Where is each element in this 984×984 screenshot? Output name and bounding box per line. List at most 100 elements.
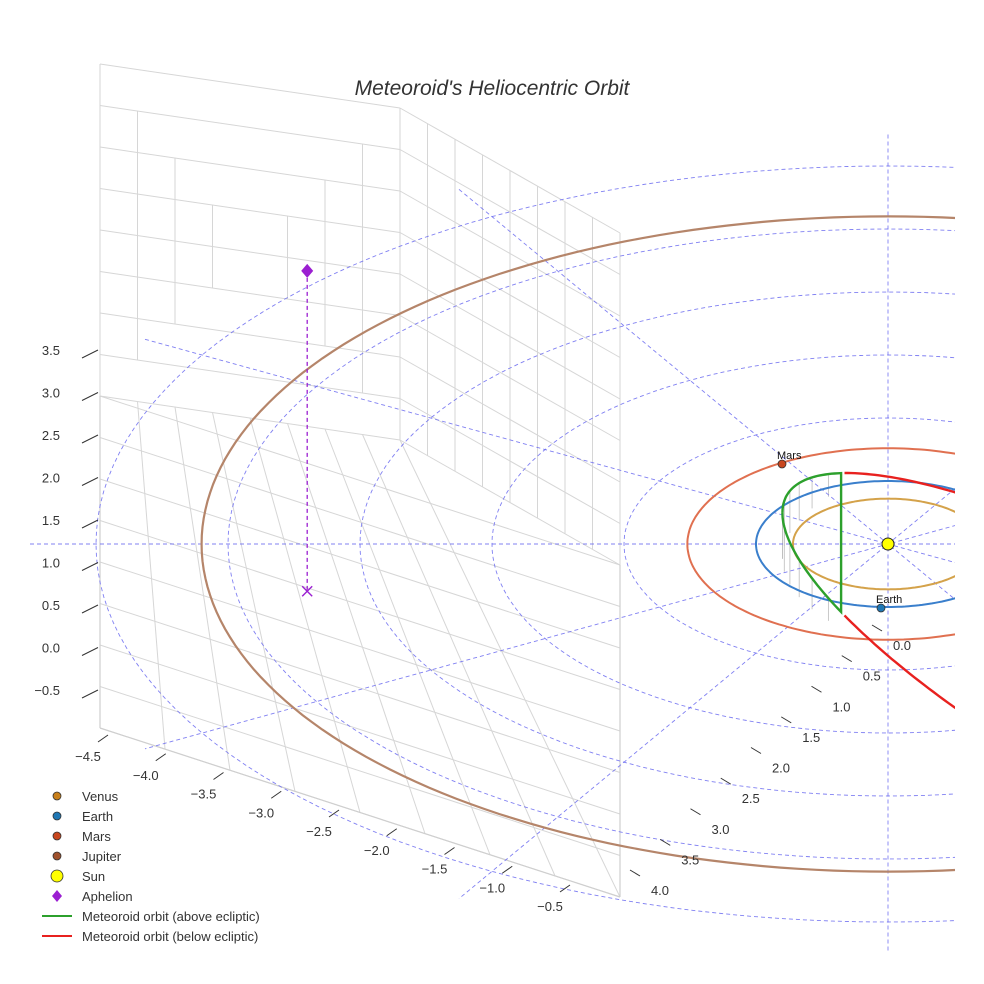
- grid-line-back-left-horizontal: [99, 146, 401, 192]
- planet-label-earth: Earth: [876, 594, 902, 606]
- x-tick-mark: [213, 772, 224, 780]
- y-tick-mark: [720, 777, 732, 785]
- grid-line-back-right-horizontal: [399, 190, 621, 317]
- grid-line-back-left-horizontal: [99, 354, 401, 399]
- legend-symbol: [40, 906, 74, 926]
- z-tick-label: 1.5: [42, 513, 60, 528]
- planet-marker-venus: [964, 507, 972, 515]
- grid-line-back-right-horizontal: [399, 356, 621, 483]
- grid-line-floor: [99, 561, 621, 732]
- grid-line-back-left-horizontal: [99, 188, 401, 233]
- legend-label: Aphelion: [82, 888, 133, 904]
- legend-symbol: [40, 806, 74, 826]
- ecliptic-ring: [623, 417, 955, 671]
- grid-line-floor: [174, 406, 231, 771]
- y-tick-mark: [690, 808, 701, 816]
- legend-label: Meteoroid orbit (above ecliptic): [82, 908, 260, 924]
- x-tick-label: −2.5: [306, 824, 332, 839]
- grid-line-back-right-horizontal: [399, 273, 621, 400]
- y-tick-label: 2.5: [742, 791, 760, 806]
- y-tick-mark: [871, 624, 883, 632]
- x-tick-mark: [97, 734, 109, 743]
- z-tick-label: 2.5: [42, 428, 60, 443]
- y-tick-label: 0.5: [863, 669, 881, 684]
- z-tick-mark: [81, 477, 99, 486]
- planet-marker-mars: [777, 459, 787, 469]
- legend-item: Meteoroid orbit (above ecliptic): [40, 906, 260, 926]
- y-tick-mark: [750, 747, 762, 754]
- y-tick-label: 0.0: [893, 638, 911, 653]
- y-tick-label: 1.5: [802, 730, 820, 745]
- legend-symbol: [40, 886, 74, 906]
- planet-label-mars: Mars: [777, 450, 802, 462]
- grid-line-floor: [99, 603, 621, 773]
- grid-line-floor: [99, 395, 621, 566]
- z-tick-label: 3.0: [42, 386, 60, 401]
- x-tick-mark: [559, 884, 571, 893]
- legend: Venus Earth Mars Jupiter Sun Aphelion Meteoroi…: [40, 786, 260, 946]
- grid-line-back-left-horizontal: [99, 312, 401, 358]
- z-tick-mark: [81, 647, 99, 656]
- x-tick-label: −4.0: [133, 768, 159, 783]
- z-tick-mark: [81, 562, 99, 571]
- legend-item: Meteoroid orbit (below ecliptic): [40, 926, 260, 946]
- z-tick-mark: [81, 689, 99, 699]
- meteoroid-orbit-above: [781, 471, 843, 615]
- grid-line-back-right-horizontal: [399, 232, 621, 358]
- legend-item: Sun: [40, 866, 260, 886]
- grid-line-back-right-horizontal: [399, 315, 621, 441]
- axis-edge-x: [99, 727, 621, 898]
- legend-label: Sun: [82, 868, 106, 884]
- y-tick-label: 3.5: [681, 852, 699, 867]
- grid-line-floor: [99, 520, 621, 690]
- y-tick-label: 4.0: [651, 883, 669, 898]
- grid-line-back-left-horizontal: [99, 271, 401, 316]
- x-tick-mark: [328, 809, 340, 818]
- grid-line-floor: [249, 417, 361, 813]
- grid-line-floor: [324, 428, 491, 855]
- grid-line-floor: [99, 478, 621, 649]
- legend-item: Earth: [40, 806, 260, 826]
- grid-line-back-right-horizontal: [399, 107, 621, 234]
- y-tick-mark: [659, 838, 671, 846]
- y-tick-label: 1.0: [832, 699, 850, 714]
- x-tick-mark: [386, 828, 398, 837]
- legend-symbol: [40, 926, 74, 946]
- y-tick-mark: [629, 869, 641, 877]
- chart-title: Meteoroid's Heliocentric Orbit: [355, 77, 631, 100]
- x-tick-mark: [155, 753, 167, 762]
- grid-line-floor: [99, 437, 621, 607]
- z-tick-label: 0.5: [42, 598, 60, 613]
- x-tick-label: −2.0: [364, 843, 390, 858]
- legend-item: Aphelion: [40, 886, 260, 906]
- z-tick-mark: [81, 392, 99, 401]
- z-tick-mark: [81, 604, 99, 614]
- grid-line-back-left-horizontal: [99, 105, 401, 150]
- legend-label: Meteoroid orbit (below ecliptic): [82, 928, 259, 944]
- x-tick-mark: [444, 847, 455, 855]
- grid-line-floor: [362, 434, 556, 877]
- orbit-earth: [755, 480, 955, 608]
- legend-item: Jupiter: [40, 846, 260, 866]
- z-tick-mark: [81, 519, 99, 529]
- y-tick-mark: [780, 716, 792, 724]
- x-tick-label: −1.5: [422, 862, 448, 877]
- aphelion-projection-marker: [301, 585, 313, 597]
- axis-grid: [99, 63, 621, 898]
- x-tick-label: −1.0: [479, 880, 505, 895]
- z-tick-label: 2.0: [42, 471, 60, 486]
- grid-line-floor: [212, 412, 296, 792]
- orbit-mars: [686, 447, 955, 641]
- z-tick-label: −0.5: [34, 683, 60, 698]
- x-tick-label: −4.5: [75, 749, 101, 764]
- legend-symbol: [40, 826, 74, 846]
- orbit-venus: [792, 497, 955, 591]
- z-tick-label: 1.0: [42, 556, 60, 571]
- y-tick-mark: [841, 655, 853, 663]
- legend-item: Mars: [40, 826, 260, 846]
- legend-symbol: [40, 866, 74, 886]
- planet-marker-earth: [876, 603, 886, 613]
- y-tick-label: 3.0: [711, 822, 729, 837]
- grid-line-back-left-horizontal: [99, 229, 401, 275]
- grid-line-floor: [137, 401, 166, 750]
